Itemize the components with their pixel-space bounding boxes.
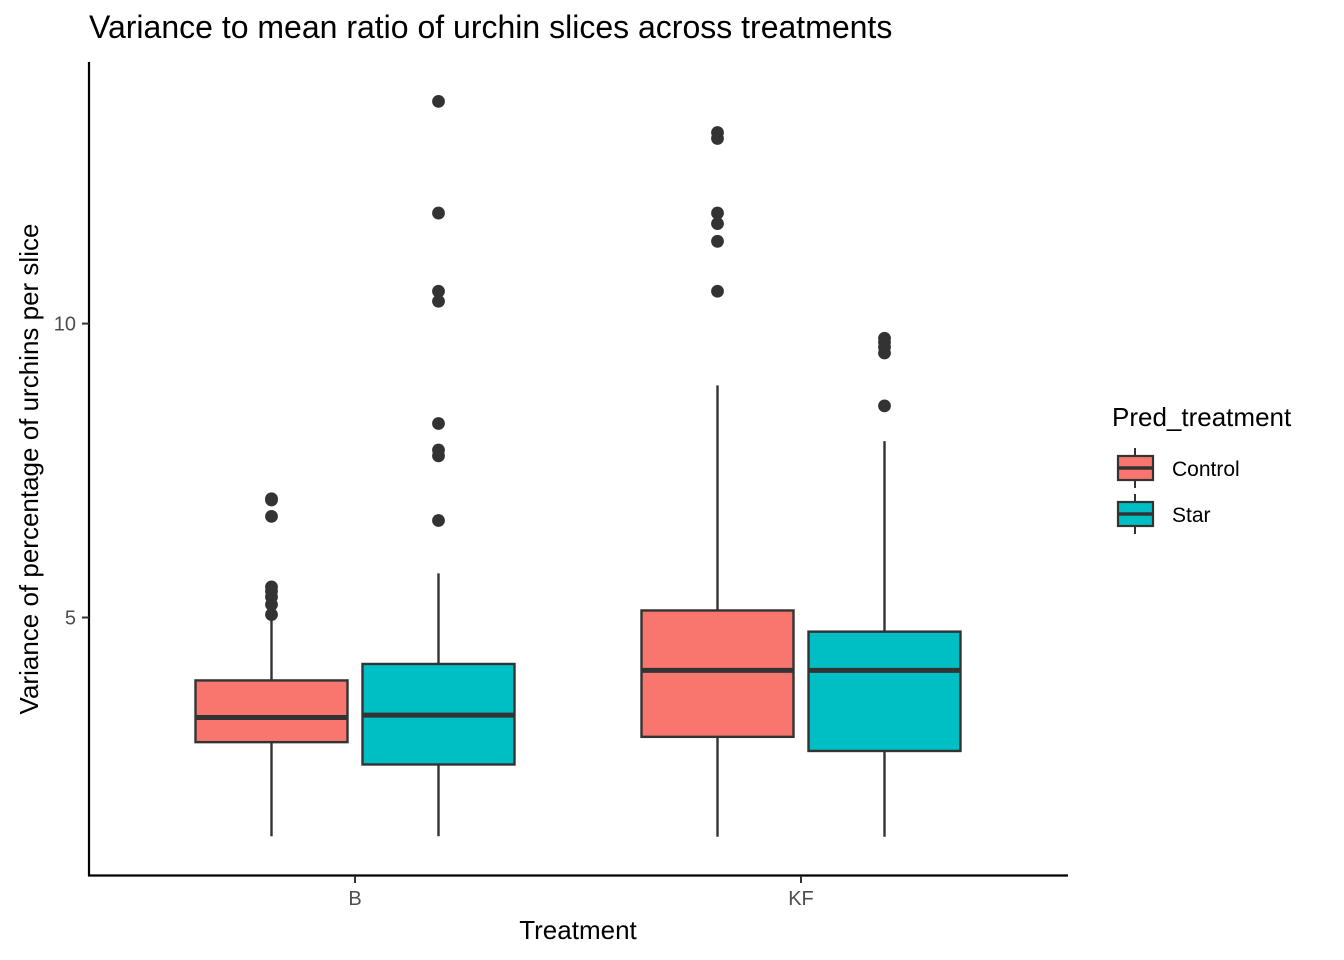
plot-area: 5 10 B KF [54, 62, 1068, 910]
box-control-kf [640, 385, 795, 837]
outlier-point [711, 126, 724, 139]
legend-item-star: Star [1116, 494, 1211, 534]
box-iqr [807, 630, 962, 753]
y-tick-label: 10 [54, 314, 76, 336]
boxplots [194, 385, 962, 837]
legend: Pred_treatment Control Star [1112, 402, 1292, 534]
outlier-point [265, 492, 278, 506]
outlier-point [432, 206, 445, 220]
outlier-point [265, 608, 278, 621]
y-tick-label: 5 [65, 608, 76, 630]
legend-label: Control [1172, 458, 1240, 481]
outlier-point [878, 399, 891, 413]
legend-title: Pred_treatment [1112, 402, 1292, 432]
outlier-point [265, 510, 278, 523]
y-axis-title: Variance of percentage of urchins per sl… [14, 224, 44, 715]
x-axis-ticks: B KF [348, 876, 814, 910]
outlier-point [711, 234, 724, 248]
outlier-point [711, 284, 724, 298]
outlier-point [878, 331, 891, 345]
legend-label: Star [1172, 504, 1211, 527]
chart-title: Variance to mean ratio of urchin slices … [89, 9, 892, 45]
x-tick-label: KF [788, 888, 814, 910]
y-axis-ticks: 5 10 [54, 314, 89, 630]
outlier-point [432, 294, 445, 308]
outlier-point [711, 217, 724, 231]
outlier-point [432, 443, 445, 457]
outlier-point [265, 580, 278, 594]
box-star-b [361, 573, 516, 837]
box-iqr [194, 679, 349, 744]
legend-keys: Control Star [1116, 448, 1240, 534]
x-axis-title: Treatment [519, 915, 637, 945]
outlier-point [432, 94, 445, 108]
outlier-point [432, 417, 445, 430]
outlier-point [432, 284, 445, 298]
legend-item-control: Control [1116, 448, 1240, 488]
box-control-b [194, 617, 349, 837]
x-tick-label: B [348, 888, 361, 910]
outlier-point [432, 514, 445, 527]
box-iqr [640, 609, 795, 739]
outlier-points [265, 94, 891, 621]
outlier-point [711, 206, 724, 220]
box-star-kf [807, 441, 962, 837]
